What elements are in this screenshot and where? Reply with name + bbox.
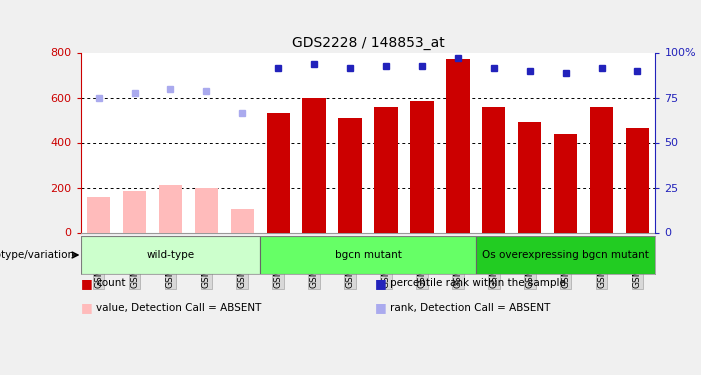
Text: percentile rank within the sample: percentile rank within the sample <box>390 278 566 288</box>
Text: ■: ■ <box>375 277 387 290</box>
Title: GDS2228 / 148853_at: GDS2228 / 148853_at <box>292 36 444 50</box>
Bar <box>87 196 110 232</box>
Bar <box>518 122 541 232</box>
Text: ■: ■ <box>81 301 93 314</box>
Text: wild-type: wild-type <box>147 250 194 260</box>
Bar <box>195 188 218 232</box>
Bar <box>590 106 613 232</box>
Bar <box>231 209 254 232</box>
Bar <box>81 236 260 274</box>
Bar <box>482 106 505 232</box>
Text: Os overexpressing bgcn mutant: Os overexpressing bgcn mutant <box>482 250 649 260</box>
Text: value, Detection Call = ABSENT: value, Detection Call = ABSENT <box>96 303 261 312</box>
Bar <box>626 128 649 232</box>
Bar <box>554 134 578 232</box>
Text: ■: ■ <box>81 277 93 290</box>
Bar <box>266 113 290 232</box>
Text: rank, Detection Call = ABSENT: rank, Detection Call = ABSENT <box>390 303 551 312</box>
Bar <box>123 191 147 232</box>
Bar <box>446 59 470 232</box>
Bar <box>339 118 362 232</box>
Bar <box>302 98 326 232</box>
Bar <box>260 236 476 274</box>
Bar <box>476 236 655 274</box>
Bar <box>158 185 182 232</box>
Bar <box>374 106 397 232</box>
Bar <box>410 101 434 232</box>
Text: count: count <box>96 278 125 288</box>
Text: ■: ■ <box>375 301 387 314</box>
Text: bgcn mutant: bgcn mutant <box>334 250 402 260</box>
Text: genotype/variation: genotype/variation <box>0 250 77 260</box>
